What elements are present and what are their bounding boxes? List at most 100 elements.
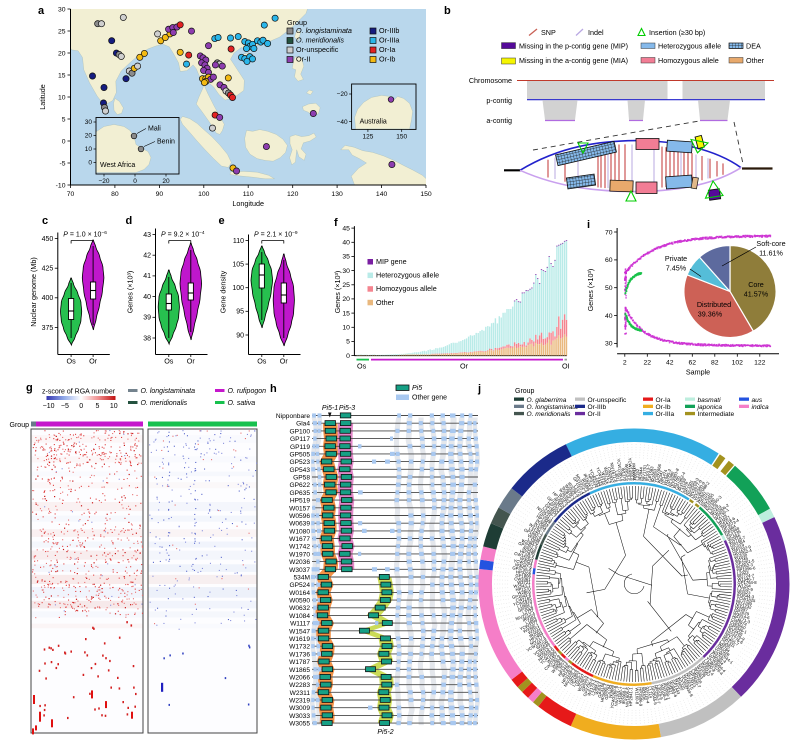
svg-text:W1619: W1619 bbox=[289, 636, 310, 643]
svg-text:W0157: W0157 bbox=[289, 505, 310, 512]
svg-text:−5: −5 bbox=[61, 403, 69, 410]
svg-text:Other: Other bbox=[376, 298, 395, 307]
svg-text:Or-Ib: Or-Ib bbox=[656, 404, 671, 411]
svg-text:42: 42 bbox=[666, 360, 674, 367]
svg-text:W0164: W0164 bbox=[289, 590, 310, 597]
svg-text:Benin: Benin bbox=[157, 139, 175, 146]
svg-text:425: 425 bbox=[42, 266, 54, 273]
svg-text:GP622: GP622 bbox=[289, 482, 310, 489]
svg-text:Nipponbare: Nipponbare bbox=[276, 413, 310, 420]
svg-text:0: 0 bbox=[88, 160, 92, 167]
svg-text:41.57%: 41.57% bbox=[744, 290, 769, 299]
svg-text:W1732: W1732 bbox=[289, 644, 310, 651]
svg-text:80: 80 bbox=[111, 191, 119, 198]
svg-text:W3009: W3009 bbox=[289, 705, 310, 712]
svg-text:100: 100 bbox=[198, 191, 210, 198]
svg-text:W1084: W1084 bbox=[289, 613, 310, 620]
svg-text:Gla4: Gla4 bbox=[296, 421, 310, 428]
svg-text:0: 0 bbox=[346, 353, 350, 360]
svg-text:GP100: GP100 bbox=[289, 428, 310, 435]
svg-text:130: 130 bbox=[331, 191, 343, 198]
svg-text:Pi5-3: Pi5-3 bbox=[339, 405, 355, 412]
svg-text:25: 25 bbox=[58, 28, 66, 35]
svg-text:Other: Other bbox=[746, 56, 765, 65]
svg-text:Or-IIIb: Or-IIIb bbox=[379, 26, 399, 35]
svg-text:OI: OI bbox=[562, 362, 570, 371]
svg-text:Mali: Mali bbox=[148, 126, 161, 133]
svg-text:Pi5-1: Pi5-1 bbox=[322, 405, 338, 412]
svg-text:10: 10 bbox=[342, 325, 350, 332]
svg-text:g: g bbox=[26, 382, 33, 394]
svg-text:Latitude: Latitude bbox=[38, 84, 47, 110]
svg-text:5: 5 bbox=[62, 116, 66, 123]
svg-text:SNP: SNP bbox=[541, 28, 556, 37]
svg-text:Or: Or bbox=[460, 362, 469, 371]
svg-text:−40: −40 bbox=[337, 119, 348, 126]
svg-text:110: 110 bbox=[233, 238, 244, 245]
svg-text:Intermediate: Intermediate bbox=[698, 411, 735, 418]
svg-text:40: 40 bbox=[605, 313, 613, 320]
svg-text:150: 150 bbox=[420, 191, 432, 198]
svg-text:30: 30 bbox=[605, 341, 613, 348]
svg-text:Sample: Sample bbox=[686, 368, 710, 377]
svg-text:22: 22 bbox=[644, 360, 652, 367]
svg-text:Or-IIIa: Or-IIIa bbox=[379, 36, 399, 45]
svg-text:Core: Core bbox=[748, 280, 764, 289]
svg-text:MIP gene: MIP gene bbox=[376, 257, 407, 266]
svg-text:15: 15 bbox=[342, 310, 350, 317]
svg-text:102: 102 bbox=[732, 360, 744, 367]
svg-text:P = 9.2 × 10−4: P = 9.2 × 10−4 bbox=[161, 230, 205, 239]
svg-text:O. meridionalis: O. meridionalis bbox=[141, 400, 188, 407]
svg-text:120: 120 bbox=[287, 191, 299, 198]
svg-text:Private: Private bbox=[665, 254, 687, 263]
svg-text:GP524: GP524 bbox=[289, 582, 310, 589]
svg-text:42: 42 bbox=[143, 253, 151, 260]
svg-text:0: 0 bbox=[62, 138, 66, 145]
svg-text:GP119: GP119 bbox=[290, 444, 310, 451]
svg-text:Distributed: Distributed bbox=[697, 300, 731, 309]
svg-text:W1117: W1117 bbox=[290, 621, 310, 628]
svg-text:40: 40 bbox=[143, 294, 151, 301]
svg-text:125: 125 bbox=[362, 133, 373, 140]
svg-text:Genes (×10³): Genes (×10³) bbox=[333, 271, 342, 314]
svg-text:-5: -5 bbox=[59, 160, 65, 167]
svg-text:Os: Os bbox=[164, 357, 174, 366]
svg-text:Nuclear genome (Mb): Nuclear genome (Mb) bbox=[29, 257, 38, 327]
svg-text:-10: -10 bbox=[56, 182, 66, 189]
svg-text:Insertion (≥30 bp): Insertion (≥30 bp) bbox=[649, 28, 705, 37]
svg-text:O. longistaminata: O. longistaminata bbox=[141, 388, 196, 395]
svg-text:Heterozygous allele: Heterozygous allele bbox=[376, 271, 439, 280]
svg-text:HP519: HP519 bbox=[290, 498, 310, 505]
svg-text:38: 38 bbox=[143, 335, 151, 342]
svg-text:Or-II: Or-II bbox=[588, 411, 601, 418]
svg-text:W2319: W2319 bbox=[289, 698, 310, 705]
svg-text:Homozygous allele: Homozygous allele bbox=[658, 56, 719, 65]
svg-text:W2066: W2066 bbox=[289, 675, 310, 682]
svg-text:Os: Os bbox=[357, 362, 367, 371]
svg-text:GP58: GP58 bbox=[293, 475, 310, 482]
svg-text:W2283: W2283 bbox=[289, 682, 310, 689]
svg-text:5: 5 bbox=[346, 339, 350, 346]
svg-text:43: 43 bbox=[143, 232, 151, 239]
svg-text:W3037: W3037 bbox=[289, 567, 310, 574]
svg-text:150: 150 bbox=[396, 133, 407, 140]
svg-text:0: 0 bbox=[133, 178, 137, 185]
svg-text:O. longistaminata: O. longistaminata bbox=[296, 26, 352, 35]
svg-text:f: f bbox=[334, 217, 338, 229]
svg-text:West Africa: West Africa bbox=[100, 162, 135, 169]
svg-text:P = 2.1 × 10−9: P = 2.1 × 10−9 bbox=[254, 230, 298, 239]
svg-text:Or-unspecific: Or-unspecific bbox=[588, 397, 628, 404]
svg-text:z-score of RGA number: z-score of RGA number bbox=[42, 389, 116, 396]
svg-text:W1742: W1742 bbox=[289, 544, 310, 551]
svg-text:Or: Or bbox=[280, 357, 289, 366]
svg-text:450: 450 bbox=[42, 236, 54, 243]
svg-text:20: 20 bbox=[342, 296, 350, 303]
svg-text:15: 15 bbox=[58, 72, 66, 79]
svg-text:Group: Group bbox=[515, 388, 535, 395]
svg-text:W0632: W0632 bbox=[289, 605, 310, 612]
svg-text:90: 90 bbox=[156, 191, 164, 198]
svg-text:h: h bbox=[270, 383, 277, 395]
svg-text:GP543: GP543 bbox=[289, 467, 310, 474]
svg-text:20: 20 bbox=[162, 178, 170, 185]
svg-text:30: 30 bbox=[58, 6, 66, 13]
